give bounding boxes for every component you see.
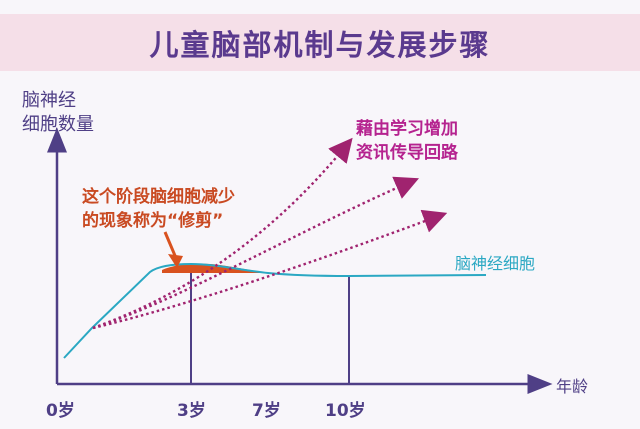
pruning-pointer-head — [168, 254, 183, 268]
pruning-annotation: 这个阶段脑细胞减少 的现象称为“修剪” — [82, 185, 235, 233]
learning-annotation: 藉由学习增加 资讯传导回路 — [356, 117, 458, 165]
title-band: 儿童脑部机制与发展步骤 — [0, 14, 640, 71]
x-axis-label: 年龄 — [556, 377, 589, 396]
learning-arrow-3 — [92, 209, 448, 330]
pruning-annotation-line1: 这个阶段脑细胞减少 — [82, 187, 235, 207]
y-axis-label: 脑神经 细胞数量 — [22, 89, 94, 137]
tick-0: 0岁 — [46, 401, 75, 421]
learning-annotation-line1: 藉由学习增加 — [356, 119, 458, 139]
y-axis-label-line2: 细胞数量 — [22, 114, 94, 135]
tick-10: 10岁 — [325, 401, 366, 421]
pruning-area — [162, 263, 268, 273]
neuron-series-label: 脑神经细胞 — [455, 254, 536, 273]
tick-3: 3岁 — [177, 401, 206, 421]
page-title: 儿童脑部机制与发展步骤 — [149, 27, 491, 62]
learning-annotation-line2: 资讯传导回路 — [356, 143, 458, 163]
pruning-annotation-line2: 的现象称为“修剪” — [82, 211, 224, 231]
tick-7: 7岁 — [252, 401, 281, 421]
neuron-curve — [63, 262, 487, 359]
pruning-pointer — [163, 231, 178, 259]
y-axis-label-line1: 脑神经 — [22, 90, 76, 111]
learning-arrow-1 — [92, 137, 353, 330]
